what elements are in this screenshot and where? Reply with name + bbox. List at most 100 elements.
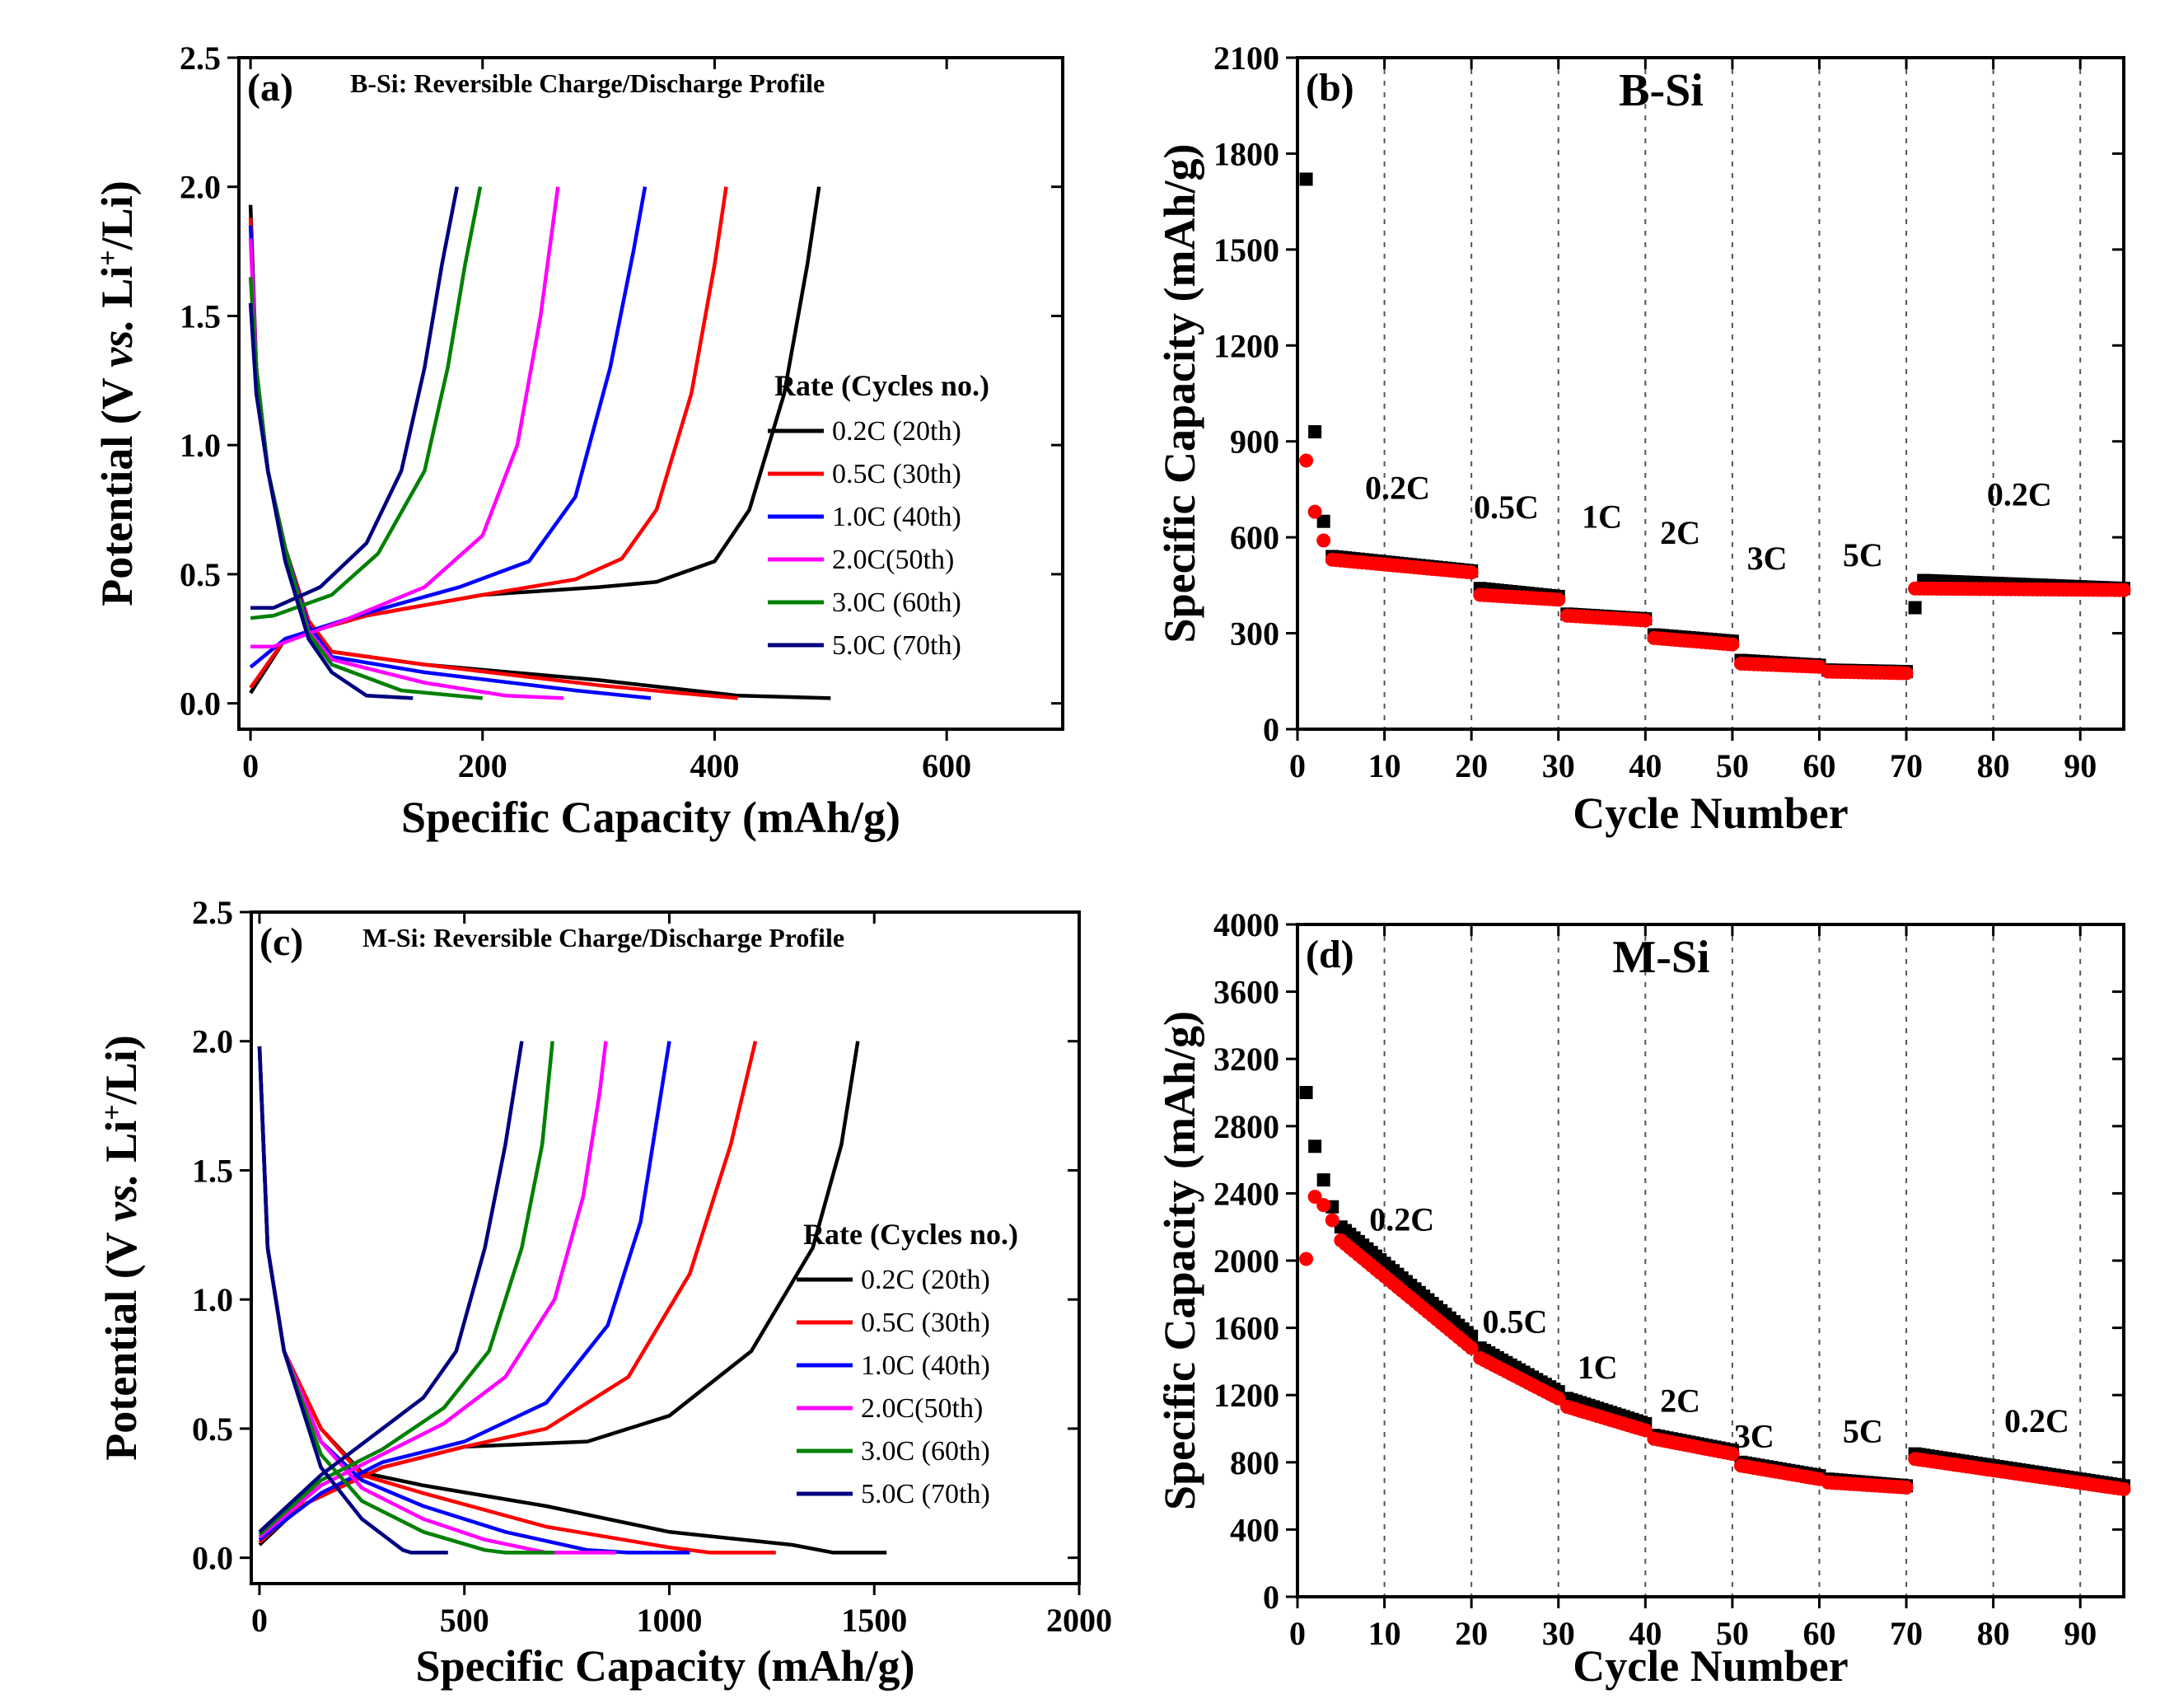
y-tick-label: 2100 — [1213, 40, 1279, 77]
data-point-discharge — [1638, 1423, 1653, 1438]
data-point-discharge — [1464, 565, 1479, 580]
rate-label: 5C — [1843, 1412, 1883, 1449]
data-point-discharge — [1316, 1198, 1331, 1213]
x-axis-label: Cycle Number — [1573, 1641, 1848, 1691]
y-label-part: Li — [92, 266, 142, 320]
y-tick-label: 800 — [1230, 1444, 1279, 1481]
y-tick-label: 1200 — [1213, 327, 1279, 364]
y-tick-label: 2800 — [1213, 1108, 1279, 1145]
data-point-discharge — [1725, 1447, 1740, 1462]
data-point-discharge — [1299, 453, 1314, 468]
y-tick-label: 1.5 — [192, 1152, 233, 1189]
x-tick-label: 0 — [1289, 747, 1306, 784]
y-tick-label: 2.0 — [192, 1023, 233, 1060]
y-axis-label: Potential (V vs. Li+/Li) — [96, 1035, 146, 1460]
data-point-discharge — [1551, 592, 1566, 607]
data-point-charge — [1316, 514, 1330, 528]
panel-label: (c) — [259, 920, 303, 964]
x-tick-label: 500 — [440, 1602, 489, 1639]
legend-entry: 0.5C (30th) — [832, 459, 961, 489]
y-label-part: + — [97, 1104, 128, 1120]
rate-label: 1C — [1578, 1349, 1618, 1386]
y-tick-label: 0.0 — [180, 686, 221, 723]
discharge-curve-3 — [248, 238, 564, 700]
y-tick-label: 4000 — [1213, 906, 1279, 943]
data-point-discharge — [1638, 613, 1653, 628]
legend-entry: 2.0C(50th) — [832, 545, 954, 575]
panel-d: 0 10 20 30 40 50 60 70 80 90 0 400 800 1200 1600 2000 24… — [1155, 906, 2131, 1691]
rate-label: 2C — [1660, 514, 1700, 551]
panel-b: 0 10 20 30 40 50 60 70 80 90030060090012001500180… — [1155, 40, 2131, 838]
legend-entry: 3.0C (60th) — [861, 1436, 990, 1467]
data-point-discharge — [1899, 1480, 1914, 1495]
discharge-curve-5 — [257, 1046, 448, 1555]
data-point-discharge — [1551, 1391, 1566, 1406]
y-tick-label: 0.0 — [192, 1540, 233, 1577]
x-tick-label: 0 — [242, 747, 259, 784]
y-tick-label: 3200 — [1213, 1041, 1279, 1078]
x-tick-label: 80 — [1977, 1615, 2010, 1652]
legend-entry: 1.0C (40th) — [832, 502, 961, 532]
rate-label: 5C — [1843, 536, 1883, 573]
y-label-part: Potential (V — [92, 367, 142, 606]
series-charge — [1299, 172, 2130, 679]
y-tick-label: 300 — [1230, 615, 1279, 653]
y-label-part: vs. — [96, 1173, 146, 1221]
x-tick-label: 30 — [1542, 1615, 1575, 1652]
data-point-discharge — [1316, 533, 1331, 548]
x-tick-label: 400 — [690, 747, 739, 784]
y-tick-label: 1500 — [1213, 232, 1279, 269]
panel-c: 0 500 1000 1500 2000 0.0 0.5 1.0 1.5 2.0 2.5 Specif… — [96, 894, 1112, 1691]
legend-entry: 5.0C (70th) — [832, 630, 961, 661]
x-tick-label: 50 — [1716, 1615, 1749, 1652]
rate-label: 0.2C — [1369, 1200, 1434, 1238]
y-label-part: Li — [96, 1121, 146, 1174]
discharge-curve-2 — [248, 225, 652, 700]
legend-entry: 0.5C (30th) — [861, 1308, 990, 1338]
rate-label: 1C — [1582, 498, 1622, 536]
rate-label: 0.2C — [2004, 1402, 2069, 1439]
legend-entry: 5.0C (70th) — [861, 1479, 990, 1509]
y-axis-label: Specific Capacity (mAh/g) — [1155, 1011, 1204, 1510]
data-point-charge — [1308, 1139, 1322, 1153]
charge-curve-4 — [258, 1041, 554, 1537]
x-tick-label: 40 — [1629, 1615, 1662, 1652]
x-axis-label: Cycle Number — [1573, 788, 1848, 838]
legend-entry: 3.0C (60th) — [832, 587, 961, 618]
y-axis-label: Potential (V vs. Li+/Li) — [92, 180, 142, 606]
y-tick-label: 400 — [1230, 1511, 1279, 1548]
x-tick-label: 70 — [1890, 1615, 1923, 1652]
y-tick-label: 3600 — [1213, 974, 1279, 1011]
x-tick-label: 80 — [1977, 747, 2010, 784]
y-tick-label: 2400 — [1213, 1175, 1279, 1212]
charge-curve-4 — [250, 186, 483, 620]
panel-label: (d) — [1306, 933, 1354, 976]
rate-label: 3C — [1734, 1417, 1774, 1454]
panel-title: B-Si: Reversible Charge/Discharge Profil… — [350, 68, 825, 98]
x-tick-label: 90 — [2064, 1615, 2097, 1652]
legend-entry: 0.2C (20th) — [861, 1265, 990, 1295]
x-tick-label: 1500 — [841, 1602, 907, 1639]
y-tick-label: 1800 — [1213, 135, 1279, 172]
charge-curve-5 — [258, 1041, 524, 1533]
plot-frame — [1296, 56, 2125, 731]
x-tick-label: 0 — [251, 1602, 268, 1639]
y-label-part: /Li) — [92, 180, 142, 250]
x-axis-label: Specific Capacity (mAh/g) — [401, 793, 900, 842]
data-point-discharge — [1725, 637, 1740, 652]
charge-curve-2 — [249, 186, 648, 669]
panel-title: M-Si: Reversible Charge/Discharge Profil… — [362, 923, 844, 952]
series-discharge — [1299, 453, 2131, 681]
y-tick-label: 2.5 — [192, 894, 233, 931]
data-point-charge — [1908, 601, 1922, 615]
x-axis-label: Specific Capacity (mAh/g) — [416, 1641, 915, 1691]
data-point-discharge — [2116, 1481, 2131, 1496]
data-point-charge — [1316, 1173, 1330, 1187]
x-tick-label: 30 — [1542, 747, 1575, 784]
rate-label: 0.5C — [1483, 1303, 1548, 1341]
x-tick-label: 1000 — [636, 1602, 702, 1639]
rate-label: 0.5C — [1474, 489, 1539, 526]
charge-curve-0 — [249, 186, 821, 695]
data-point-discharge — [1899, 666, 1914, 681]
